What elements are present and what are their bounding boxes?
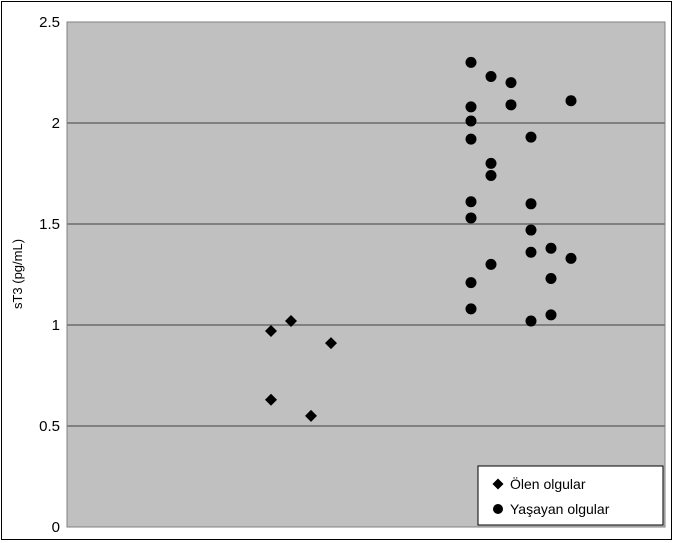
point-yasayan-2.2: [505, 77, 517, 89]
point-yasayan-1.6: [525, 198, 537, 210]
point-yasayan-2.09: [505, 99, 517, 111]
legend-marker-circle: [493, 504, 503, 514]
point-yasayan-1.93: [525, 131, 537, 143]
y-axis-tick-labels: 0 0.5 1 1.5 2 2.5: [39, 14, 60, 536]
point-yasayan-1.36: [525, 246, 537, 258]
legend-box: [477, 465, 664, 526]
point-yasayan-1.8: [485, 157, 497, 169]
point-yasayan-2.08: [465, 101, 477, 113]
legend: Ölen olgular Yaşayan olgular: [477, 465, 664, 526]
point-yasayan-2.3: [465, 56, 477, 68]
y-tick-label: 0: [52, 519, 60, 536]
point-yasayan-1.92: [465, 133, 477, 145]
point-yasayan-2.01: [465, 115, 477, 127]
data-points: [265, 56, 577, 422]
point-olen-0.97: [265, 325, 277, 338]
point-yasayan-1.08: [465, 303, 477, 315]
point-yasayan-1.21: [465, 277, 477, 289]
point-yasayan-1.61: [465, 196, 477, 208]
point-yasayan-1.23: [545, 273, 557, 285]
point-olen-0.55: [305, 409, 317, 422]
point-yasayan-2.23: [485, 71, 497, 83]
point-yasayan-1.02: [525, 315, 537, 327]
point-olen-1.02: [285, 314, 297, 327]
point-yasayan-1.33: [565, 252, 577, 264]
legend-label-yasayan: Yaşayan olgular: [510, 501, 610, 517]
y-tick-label: 1.5: [39, 216, 60, 233]
point-olen-0.63: [265, 393, 277, 406]
y-tick-label: 1: [52, 317, 60, 334]
legend-marker-diamond: [492, 478, 504, 490]
plot-area: [66, 21, 666, 528]
point-yasayan-1.05: [545, 309, 557, 321]
gridlines: [67, 122, 665, 427]
point-yasayan-1.38: [545, 242, 557, 254]
y-axis-title: sT3 (pg/mL): [10, 239, 25, 309]
point-yasayan-1.3: [485, 258, 497, 270]
point-yasayan-1.53: [465, 212, 477, 224]
legend-label-olen: Ölen olgular: [510, 475, 586, 492]
point-olen-0.91: [325, 337, 337, 350]
y-tick-label: 0.5: [39, 418, 60, 435]
point-yasayan-2.11: [565, 95, 577, 107]
point-yasayan-1.47: [525, 224, 537, 236]
y-tick-label: 2.5: [39, 14, 60, 31]
point-yasayan-1.74: [485, 170, 497, 182]
y-tick-label: 2: [52, 115, 60, 132]
